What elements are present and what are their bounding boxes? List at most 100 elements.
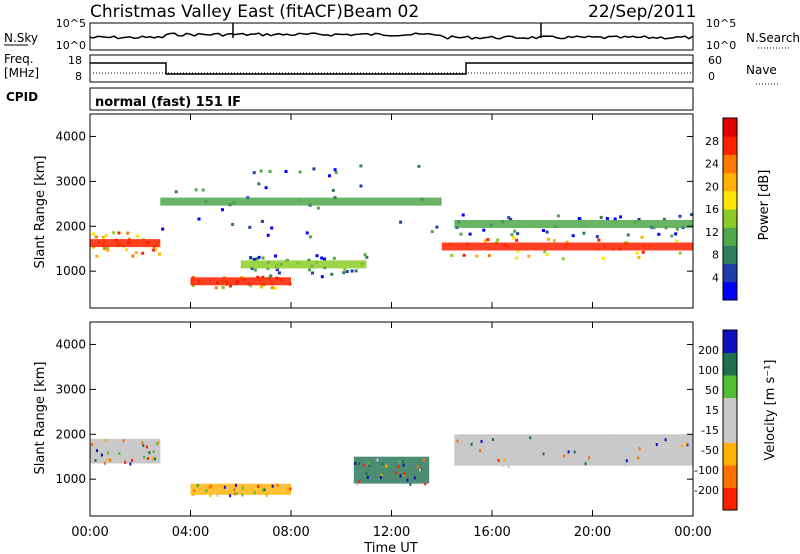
- colorbar-tick-label: 15: [705, 404, 719, 417]
- colorbar-swatch: [723, 352, 737, 376]
- power-cell: [507, 216, 511, 220]
- power-cell: [675, 239, 679, 243]
- power-cell: [266, 267, 270, 271]
- colorbar-tick-label: 16: [705, 203, 719, 216]
- power-cell: [174, 190, 178, 194]
- power-cell: [343, 268, 347, 272]
- power-cell: [331, 188, 335, 192]
- beam-label: Beam 02: [343, 2, 419, 22]
- x-tick-label: 00:00: [71, 525, 108, 540]
- power-colorbar-label: Power [dB]: [757, 170, 772, 241]
- power-cell: [637, 218, 641, 221]
- x-tick-label: 16:00: [473, 525, 510, 540]
- y-tick-label: 4000: [55, 129, 86, 143]
- velocity-cell: [106, 457, 109, 461]
- power-cell: [305, 231, 309, 235]
- power-cell: [277, 271, 281, 275]
- velocity-cell: [423, 459, 426, 462]
- x-tick-label: 12:00: [373, 525, 410, 540]
- power-cell: [249, 284, 253, 288]
- power-cell: [102, 247, 106, 250]
- power-cell: [269, 274, 273, 278]
- velocity-cell: [470, 442, 473, 446]
- velocity-cell: [416, 465, 419, 468]
- power-cell: [430, 230, 434, 234]
- velocity-cell: [193, 489, 196, 493]
- power-cell: [158, 252, 161, 256]
- velocity-cell: [146, 440, 149, 444]
- power-cell: [255, 257, 259, 261]
- velocity-cell: [157, 441, 160, 444]
- velocity-region: [454, 434, 693, 466]
- velocity-cell: [223, 485, 226, 489]
- power-cell: [354, 269, 358, 273]
- colorbar-swatch: [723, 375, 737, 398]
- power-cell: [619, 215, 623, 219]
- velocity-cell: [563, 454, 566, 458]
- velocity-cell: [542, 452, 545, 456]
- velocity-cell: [262, 488, 265, 492]
- x-tick-label: 00:00: [674, 525, 711, 540]
- cpid-label: CPID: [6, 90, 38, 104]
- power-y-axis: 1000 2000 3000 4000: [55, 129, 693, 278]
- power-band: [454, 220, 693, 228]
- power-cell: [552, 239, 556, 243]
- velocity-cell: [573, 450, 576, 454]
- power-cell: [261, 256, 265, 260]
- velocity-cell: [205, 489, 208, 493]
- power-cell: [516, 249, 520, 253]
- velocity-cell: [535, 438, 538, 442]
- power-cell: [350, 269, 354, 273]
- power-colorbar: 4 8 12 16 20 24 28: [705, 117, 738, 301]
- freq-unit-label: [MHz]: [4, 66, 39, 80]
- velocity-cell: [235, 483, 237, 487]
- power-cell: [635, 251, 639, 255]
- power-cell: [194, 188, 198, 192]
- power-cell: [515, 256, 519, 260]
- power-cell: [613, 217, 617, 221]
- velocity-cell: [145, 445, 148, 449]
- velocity-cell: [141, 441, 144, 445]
- velocity-cell: [638, 447, 641, 451]
- freq-label: Freq.: [4, 52, 34, 66]
- power-cell: [690, 213, 694, 217]
- velocity-cell: [257, 484, 260, 488]
- power-cell: [252, 258, 256, 261]
- velocity-cell: [148, 451, 151, 455]
- power-y-axis-label: Slant Range [km]: [33, 156, 48, 269]
- power-cell: [328, 174, 331, 178]
- colorbar-swatch: [723, 330, 737, 353]
- power-cell: [270, 286, 274, 290]
- power-cell: [94, 235, 98, 239]
- velocity-cell: [409, 483, 412, 486]
- velocity-cell: [502, 463, 505, 467]
- velocity-cell: [356, 483, 359, 487]
- velocity-region: [353, 456, 430, 484]
- nsearch-tick-bottom: 10^0: [706, 39, 736, 52]
- velocity-cell: [406, 478, 409, 482]
- velocity-cell: [152, 450, 155, 454]
- power-cell: [657, 232, 661, 236]
- velocity-cell: [143, 456, 146, 459]
- velocity-colorbar-label: Velocity [m s⁻¹]: [763, 360, 778, 461]
- colorbar-swatch: [723, 227, 737, 246]
- power-cell: [106, 246, 110, 250]
- power-cell: [248, 225, 252, 229]
- nave-tick-top: 60: [708, 54, 722, 67]
- velocity-cell: [232, 487, 235, 491]
- power-cell: [106, 248, 110, 252]
- power-cell: [482, 228, 486, 232]
- power-cell: [637, 256, 641, 259]
- power-cell: [605, 217, 609, 220]
- power-cell: [126, 231, 130, 235]
- power-cell: [556, 214, 560, 218]
- power-cell: [298, 170, 302, 174]
- colorbar-frame: [722, 117, 738, 301]
- colorbar-swatch: [723, 263, 737, 283]
- power-cell: [597, 238, 601, 242]
- velocity-cell: [265, 493, 268, 497]
- velocity-cell: [358, 480, 361, 484]
- velocity-cell: [192, 493, 195, 496]
- velocity-cell: [588, 456, 590, 460]
- velocity-cell: [680, 444, 683, 448]
